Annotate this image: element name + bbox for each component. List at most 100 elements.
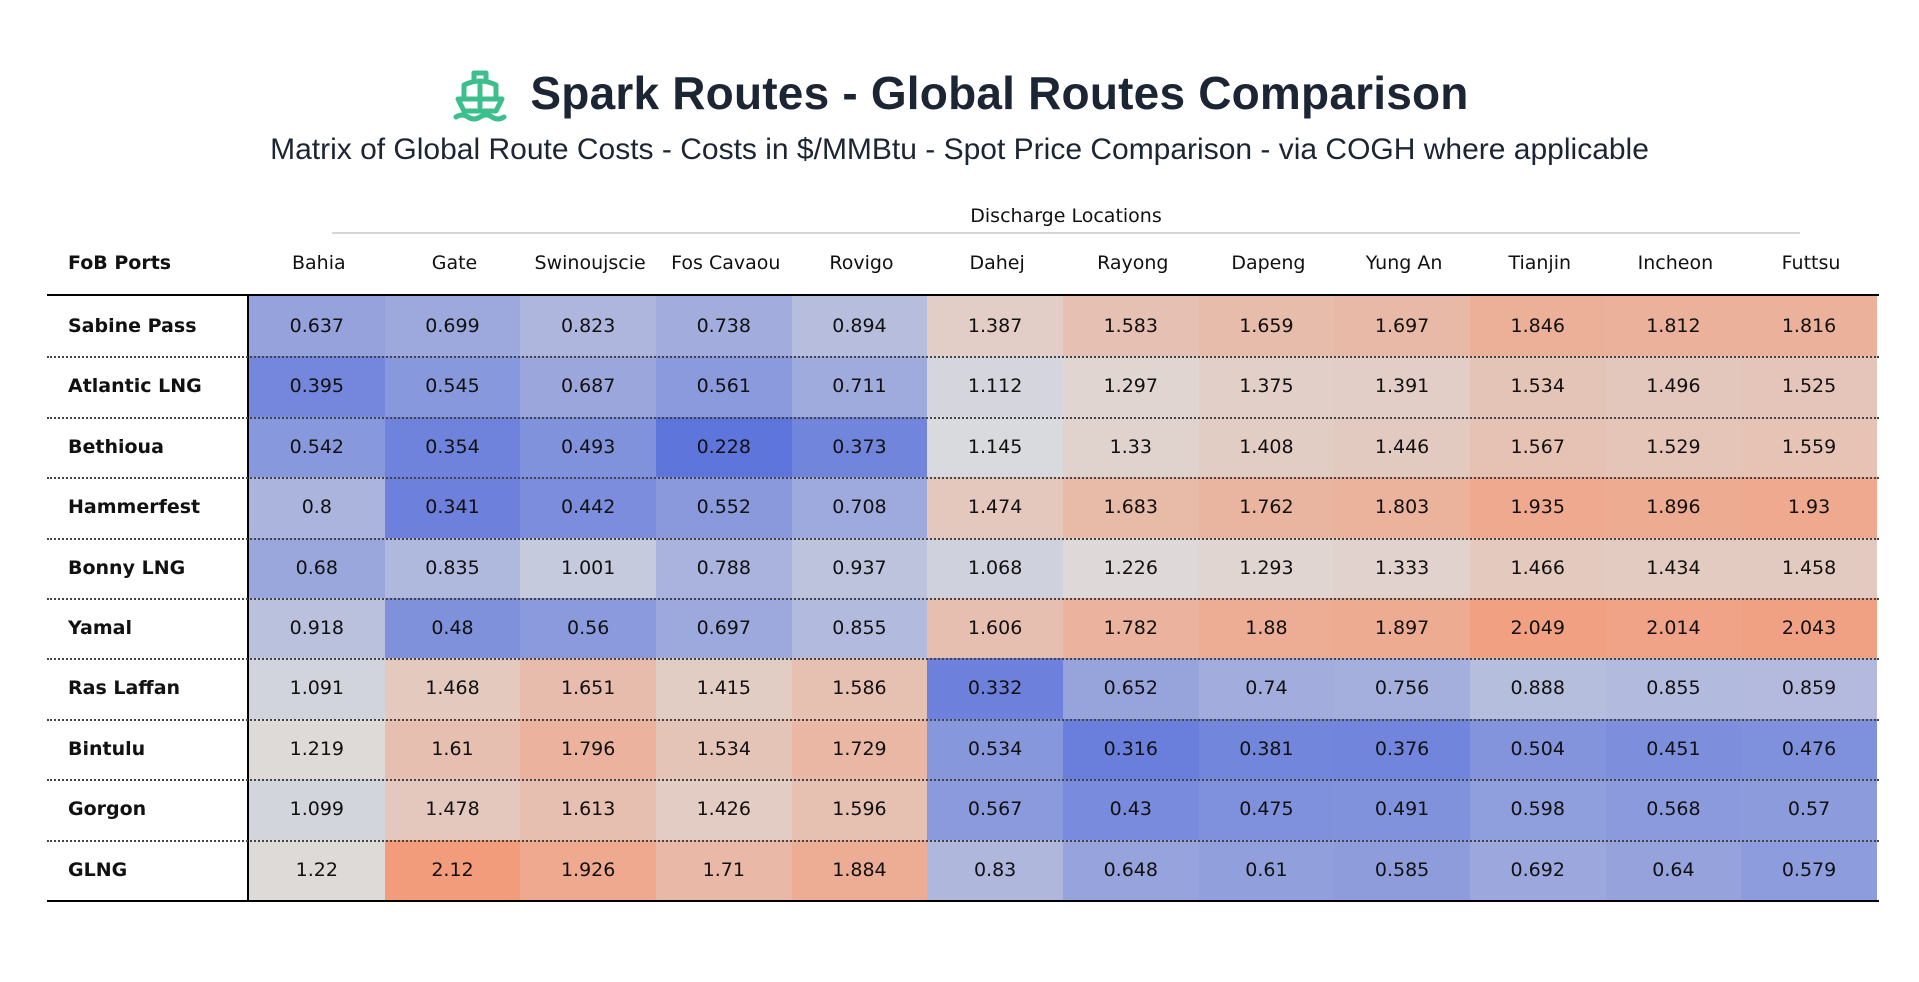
heatmap-cell: 1.091 <box>249 658 385 719</box>
column-headers: Bahia Gate Swinoujscie Fos Cavaou Rovigo Dahe… <box>251 248 1879 278</box>
heatmap-cell: 1.068 <box>927 537 1063 598</box>
heatmap-cell: 1.446 <box>1334 416 1470 478</box>
heatmap-cell: 1.803 <box>1334 477 1470 538</box>
row-label: GLNG <box>47 839 249 900</box>
column-group-label: Discharge Locations <box>970 205 1162 227</box>
table-top-rule <box>47 294 1879 296</box>
heatmap-cell: 0.376 <box>1334 718 1470 780</box>
column-header: Rayong <box>1097 252 1169 274</box>
heatmap-cell: 0.74 <box>1198 658 1335 719</box>
heatmap-cell: 1.567 <box>1469 416 1606 478</box>
heatmap-cell: 1.897 <box>1334 597 1470 659</box>
heatmap-cell: 0.61 <box>1198 839 1335 900</box>
heatmap-cell: 1.559 <box>1741 416 1877 478</box>
table-row: Ras Laffan 1.091 1.468 1.651 1.415 1.586 0.332… <box>47 658 1879 719</box>
heatmap-cell: 1.846 <box>1469 296 1606 357</box>
heatmap-cell: 0.56 <box>520 597 656 659</box>
heatmap-cell: 1.391 <box>1334 356 1470 417</box>
heatmap-cell: 0.598 <box>1469 779 1606 840</box>
heatmap-cell: 0.395 <box>249 356 385 417</box>
heatmap-cell: 1.293 <box>1198 537 1335 598</box>
row-label: Sabine Pass <box>47 296 249 357</box>
heatmap-cell: 0.648 <box>1062 839 1199 900</box>
heatmap-cell: 2.049 <box>1469 597 1606 659</box>
heatmap-cell: 0.354 <box>384 416 521 478</box>
heatmap-cell: 0.788 <box>655 537 792 598</box>
heatmap-cell: 1.112 <box>927 356 1063 417</box>
heatmap-cell: 0.585 <box>1334 839 1470 900</box>
heatmap-cell: 1.468 <box>384 658 521 719</box>
heatmap-cell: 0.711 <box>791 356 928 417</box>
heatmap-cell: 0.918 <box>249 597 385 659</box>
heatmap-cell: 0.561 <box>655 356 792 417</box>
column-header: Dapeng <box>1231 252 1306 274</box>
heatmap-cell: 1.496 <box>1605 356 1742 417</box>
heatmap-cell: 0.738 <box>655 296 792 357</box>
heatmap-cell: 1.375 <box>1198 356 1335 417</box>
column-header: Dahej <box>969 252 1025 274</box>
heatmap-cell: 0.83 <box>927 839 1063 900</box>
heatmap-cell: 1.219 <box>249 718 385 780</box>
table-row: Bonny LNG 0.68 0.835 1.001 0.788 0.937 1.068 1.… <box>47 537 1879 598</box>
heatmap-cell: 0.855 <box>1605 658 1742 719</box>
heatmap-cell: 1.729 <box>791 718 928 780</box>
heatmap-cell: 1.583 <box>1062 296 1199 357</box>
heatmap-cell: 1.466 <box>1469 537 1606 598</box>
heatmap-cell: 0.835 <box>384 537 521 598</box>
heatmap-cell: 2.014 <box>1605 597 1742 659</box>
column-header: Bahia <box>292 252 346 274</box>
heatmap-cell: 0.373 <box>791 416 928 478</box>
heatmap-cell: 0.316 <box>1062 718 1199 780</box>
heatmap-cell: 1.534 <box>655 718 792 780</box>
heatmap-cell: 0.475 <box>1198 779 1335 840</box>
heatmap-cell: 0.894 <box>791 296 928 357</box>
heatmap-cell: 0.68 <box>249 537 385 598</box>
heatmap-cell: 0.699 <box>384 296 521 357</box>
heatmap-cell: 0.332 <box>927 658 1063 719</box>
heatmap-cell: 1.762 <box>1198 477 1335 538</box>
heatmap-cell: 1.935 <box>1469 477 1606 538</box>
heatmap-cell: 0.64 <box>1605 839 1742 900</box>
heatmap-cell: 0.43 <box>1062 779 1199 840</box>
heatmap-table: Sabine Pass 0.637 0.699 0.823 0.738 0.894 1.38… <box>47 296 1879 902</box>
row-label: Bintulu <box>47 718 249 780</box>
table-row: GLNG 1.22 2.12 1.926 1.71 1.884 0.83 0.648 0.61 0… <box>47 839 1879 900</box>
heatmap-cell: 1.596 <box>791 779 928 840</box>
heatmap-cell: 1.926 <box>520 839 656 900</box>
row-label: Yamal <box>47 597 249 659</box>
heatmap-cell: 1.408 <box>1198 416 1335 478</box>
heatmap-cell: 1.226 <box>1062 537 1199 598</box>
heatmap-cell: 0.579 <box>1741 839 1877 900</box>
chart-subtitle: Matrix of Global Route Costs - Costs in … <box>270 133 1649 166</box>
heatmap-cell: 0.341 <box>384 477 521 538</box>
heatmap-cell: 1.33 <box>1062 416 1199 478</box>
heatmap-cell: 0.888 <box>1469 658 1606 719</box>
heatmap-cell: 0.8 <box>249 477 385 538</box>
heatmap-cell: 1.458 <box>1741 537 1877 598</box>
heatmap-cell: 1.896 <box>1605 477 1742 538</box>
heatmap-cell: 1.93 <box>1741 477 1877 538</box>
row-label: Bonny LNG <box>47 537 249 598</box>
row-label: Atlantic LNG <box>47 356 249 417</box>
heatmap-cell: 0.48 <box>384 597 521 659</box>
heatmap-cell: 1.297 <box>1062 356 1199 417</box>
title-row: Spark Routes - Global Routes Comparison <box>0 60 1919 126</box>
heatmap-cell: 0.476 <box>1741 718 1877 780</box>
heatmap-cell: 1.415 <box>655 658 792 719</box>
heatmap-cell: 0.568 <box>1605 779 1742 840</box>
row-label: Hammerfest <box>47 477 249 538</box>
heatmap-cell: 0.57 <box>1741 779 1877 840</box>
column-header: Rovigo <box>829 252 894 274</box>
heatmap-cell: 1.426 <box>655 779 792 840</box>
heatmap-cell: 1.478 <box>384 779 521 840</box>
heatmap-cell: 0.567 <box>927 779 1063 840</box>
heatmap-cell: 0.491 <box>1334 779 1470 840</box>
heatmap-cell: 1.659 <box>1198 296 1335 357</box>
heatmap-cell: 1.387 <box>927 296 1063 357</box>
heatmap-cell: 0.652 <box>1062 658 1199 719</box>
heatmap-cell: 1.099 <box>249 779 385 840</box>
table-row: Bethioua 0.542 0.354 0.493 0.228 0.373 1.145 1.… <box>47 416 1879 478</box>
table-row: Hammerfest 0.8 0.341 0.442 0.552 0.708 1.474 1.… <box>47 477 1879 538</box>
row-label: Bethioua <box>47 416 249 478</box>
column-header: Yung An <box>1365 252 1443 274</box>
